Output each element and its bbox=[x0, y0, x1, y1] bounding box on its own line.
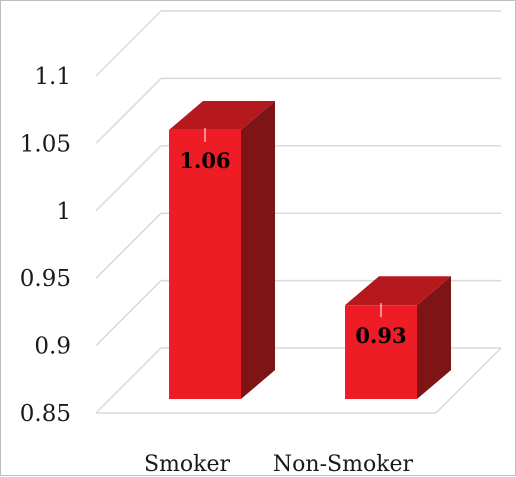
bar-side bbox=[241, 101, 275, 400]
category-label: Smoker bbox=[144, 452, 231, 477]
gridline-diagonal bbox=[95, 10, 162, 77]
bar bbox=[345, 305, 417, 399]
data-label: 1.06 bbox=[179, 148, 230, 173]
gridline-diagonal bbox=[95, 212, 162, 279]
data-label: 0.93 bbox=[355, 323, 406, 348]
y-tick-label: 1 bbox=[56, 199, 71, 225]
gridline-diagonal bbox=[95, 347, 162, 414]
gridline-diagonal bbox=[95, 77, 162, 144]
y-tick-label: 0.9 bbox=[34, 334, 71, 360]
y-tick-label: 0.95 bbox=[20, 266, 71, 292]
category-label: Non-Smoker bbox=[273, 452, 414, 477]
gridline-diagonal bbox=[95, 145, 162, 212]
gridline-diagonal bbox=[95, 280, 162, 347]
y-tick-label: 0.85 bbox=[20, 401, 71, 427]
bar-side bbox=[417, 276, 451, 399]
bar bbox=[169, 129, 241, 400]
bar-top bbox=[345, 276, 451, 306]
floor-right-edge bbox=[435, 347, 502, 414]
y-tick-label: 1.05 bbox=[20, 131, 71, 157]
y-tick-label: 1.1 bbox=[34, 64, 71, 90]
bar-top bbox=[169, 101, 275, 130]
